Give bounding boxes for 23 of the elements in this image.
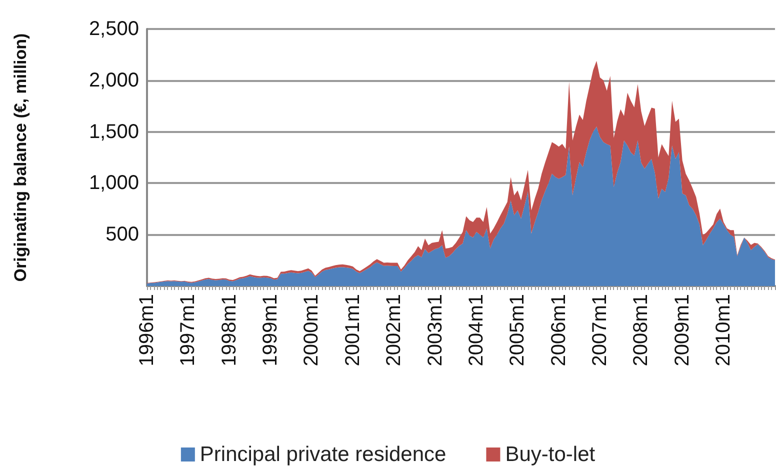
x-tick-label: 2002m1 [383,294,406,366]
y-tick-label: 1,000 [88,172,139,194]
x-tick-label: 2003m1 [424,294,446,366]
x-tick-label: 2004m1 [465,294,488,366]
x-tick-label: 2005m1 [506,294,529,366]
x-tick-label: 2006m1 [548,294,570,366]
legend-label: Principal private residence [200,443,446,466]
y-tick-label: 2,500 [88,18,139,40]
y-axis-title: Originating balance (€, million) [11,33,30,282]
x-tick-label: 1999m1 [260,294,282,366]
y-tick-label: 2,000 [88,69,139,92]
y-tick-label: 500 [106,224,139,246]
x-tick-label: 2009m1 [671,294,694,366]
x-tick-label: 2000m1 [300,294,323,366]
x-tick-label: 2001m1 [342,294,364,366]
x-tick-label: 2008m1 [630,294,652,366]
x-tick-label: 2007m1 [588,294,611,366]
legend-label: Buy-to-let [505,443,596,466]
x-tick-label: 1997m1 [177,294,200,366]
x-tick-label: 2010m1 [712,294,735,366]
y-tick-label: 1,500 [88,120,139,143]
x-tick-label: 1996m1 [136,294,158,366]
x-tick-label: 1998m1 [218,294,240,366]
